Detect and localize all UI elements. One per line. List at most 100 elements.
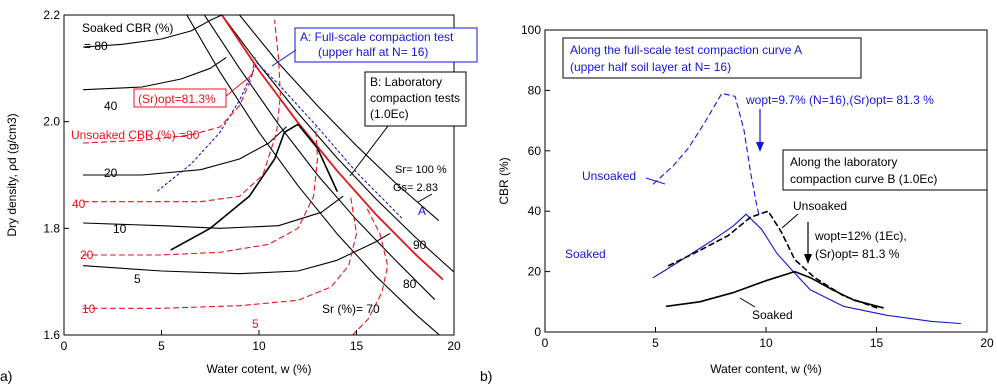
- a-unsoaked-20: 20: [80, 248, 94, 262]
- a-box-b-line3: (1.0Ec): [370, 107, 409, 121]
- b-box-a-line2: (upper half soil layer at N= 16): [570, 60, 731, 74]
- panel-b-ytick-label-1: 20: [528, 265, 542, 279]
- a-soaked-40: 40: [104, 99, 118, 113]
- panel-b-ytick-label-4: 80: [528, 83, 542, 97]
- b-unsoaked-black-leader: [781, 213, 799, 229]
- panel-a: 0 5 10 15 20 1.6 1.8 2.0 2.2 Soaked CBR (%) = 80…: [0, 8, 478, 384]
- panel-b-ticks: 0 5 10 15 20 0 20 40 60 80 100: [521, 23, 994, 350]
- panel-a-xtick-label-4: 20: [447, 339, 461, 353]
- panel-b-xtick-label-0: 0: [542, 336, 549, 350]
- panel-a-series-12: [82, 233, 391, 275]
- panel-b-ytick-label-5: 100: [521, 23, 541, 37]
- b-box-b-line1: Along the laboratory: [790, 155, 897, 169]
- panel-b-series: [652, 92, 962, 325]
- a-box-a: [294, 27, 478, 63]
- b-box-b: [782, 149, 988, 191]
- panel-a-series-17: [352, 206, 389, 335]
- panel-b-xtick-label-4: 20: [980, 336, 994, 350]
- a-soaked-header: Soaked CBR (%): [82, 21, 173, 35]
- b-wopt-a: wopt=9.7% (N=16),(Sr)opt= 81.3 %: [745, 93, 934, 107]
- panel-a-series-7: [170, 123, 338, 251]
- b-xlabel: Water content, w (%): [710, 362, 822, 376]
- panel-a-series-15: [82, 126, 319, 256]
- panel-a-xtick-label-3: 15: [350, 339, 364, 353]
- a-sr-80: 80: [403, 277, 417, 291]
- panel-a-series: [82, 15, 454, 335]
- a-sropt-label: (Sr)opt=81.3%: [138, 92, 216, 106]
- a-unsoaked-10: 10: [82, 302, 96, 316]
- a-sropt-box: [133, 88, 227, 108]
- panel-a-ticks: 0 5 10 15 20 1.6 1.8 2.0 2.2: [43, 8, 461, 353]
- panel-a-series-11: [82, 195, 344, 229]
- panel-a-xtick-label-0: 0: [61, 339, 68, 353]
- a-soaked-20: 20: [104, 166, 118, 180]
- panel-a-ytick-label-2: 2.0: [43, 115, 60, 129]
- b-unsoaked-blue-leader: [645, 177, 666, 185]
- panel-b-xtick-label-1: 5: [652, 336, 659, 350]
- a-box-b-line1: B: Laboratory: [370, 75, 442, 89]
- a-sr-70: Sr (%)= 70: [322, 302, 380, 316]
- panel-a-series-3: [186, 15, 441, 335]
- a-soaked-5: 5: [134, 272, 141, 286]
- a-unsoaked-40: 40: [72, 197, 86, 211]
- b-box-a-line1: Along the full-scale test compaction cur…: [570, 43, 802, 57]
- panel-b-ytick-label-2: 40: [528, 204, 542, 218]
- panel-a-ytick-label-3: 2.2: [43, 8, 60, 22]
- panel-b: 0 5 10 15 20 0 20 40 60 80 100 Along the full-scal…: [480, 23, 994, 384]
- b-unsoaked-black: Unsoaked: [793, 199, 847, 213]
- a-box-a-line2: (upper half at N= 16): [318, 45, 428, 59]
- panel-a-series-16: [82, 195, 358, 309]
- b-box-a: [562, 37, 862, 79]
- a-gs-leader: [417, 193, 433, 203]
- panel-a-ytick-label-0: 1.6: [43, 328, 60, 342]
- a-sropt-leader: [225, 73, 254, 97]
- panel-b-ytick-label-0: 0: [534, 325, 541, 339]
- panel-a-series-9: [82, 57, 227, 91]
- panel-a-series-4: [221, 15, 444, 280]
- a-soaked-10: 10: [113, 222, 127, 236]
- panel-b-series-1: [652, 213, 962, 325]
- b-wopt-b-line1: wopt=12% (1Ec),: [814, 229, 907, 243]
- panel-b-xtick-label-2: 10: [759, 336, 773, 350]
- panel-label-a: a): [0, 368, 12, 384]
- b-soaked-black: Soaked: [752, 308, 793, 322]
- b-box-b-line2: compaction curve B (1.0Ec): [790, 172, 937, 186]
- panel-b-ytick-label-3: 60: [528, 144, 542, 158]
- a-gs: Gs= 2.83: [393, 182, 438, 194]
- panel-b-series-3: [665, 270, 884, 309]
- panel-a-ytick-label-1: 1.8: [43, 221, 60, 235]
- a-box-b: [364, 71, 467, 127]
- panel-a-series-6: [256, 62, 402, 219]
- panel-a-xtick-label-2: 10: [252, 339, 266, 353]
- panel-b-series-0: [652, 92, 760, 218]
- a-sr-90: 90: [413, 238, 427, 252]
- a-box-a-line1: A: Full-scale compaction test: [300, 30, 454, 44]
- a-xlabel: Water cotent, w (%): [207, 362, 312, 376]
- a-label-A: A: [418, 204, 426, 218]
- b-wopt-b-line2: (Sr)opt= 81.3 %: [815, 247, 900, 261]
- b-wopt-b-arrowhead: [804, 254, 812, 264]
- b-soaked-blue: Soaked: [565, 247, 606, 261]
- a-sr-100: Sr= 100 %: [395, 164, 447, 176]
- a-soaked-80: = 80: [84, 39, 108, 53]
- a-box-a-leader: [271, 49, 297, 67]
- panel-label-b: b): [480, 368, 492, 384]
- b-unsoaked-blue: Unsoaked: [582, 169, 636, 183]
- panel-a-series-2: [203, 15, 436, 300]
- panel-a-xtick-label-1: 5: [158, 339, 165, 353]
- a-unsoaked-header: Unsoaked CBR (%) =80: [71, 128, 200, 142]
- panel-a-series-8: [82, 15, 223, 48]
- b-ylabel: CBR (%): [497, 157, 511, 204]
- b-soaked-black-leader: [739, 297, 756, 308]
- b-wopt-a-arrowhead: [756, 142, 764, 152]
- panel-a-series-10: [82, 126, 287, 176]
- a-unsoaked-5: 5: [252, 317, 259, 331]
- panel-a-series-0: [238, 15, 439, 221]
- a-ylabel: Dry density, ρd (g/cm3): [5, 113, 19, 236]
- panel-a-series-13: [82, 57, 256, 144]
- panel-b-series-2: [668, 210, 878, 309]
- a-box-b-leader: [349, 125, 389, 177]
- panel-b-xtick-label-3: 15: [870, 336, 884, 350]
- a-box-b-line2: compaction tests: [370, 91, 460, 105]
